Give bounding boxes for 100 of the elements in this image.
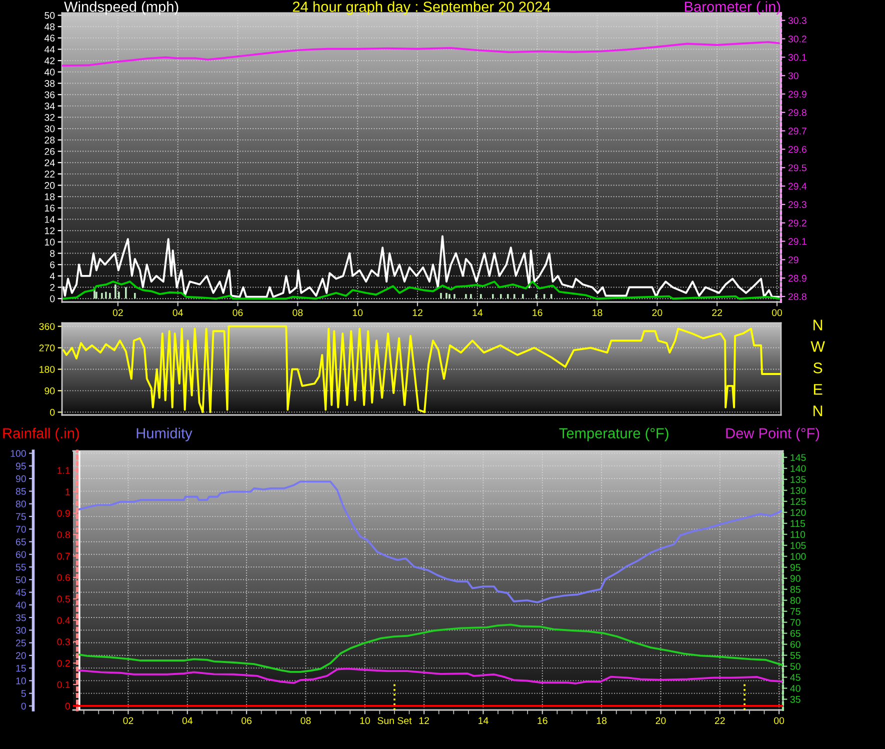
y-tick-label: 16 bbox=[44, 204, 55, 212]
series-label: Barometer (.in) bbox=[684, 1, 780, 15]
y-tick-label: 50 bbox=[16, 576, 26, 584]
y2-tick-label: 45 bbox=[790, 674, 800, 681]
y2-tick-label: 30.3 bbox=[788, 17, 806, 24]
y-tick-label: 65 bbox=[16, 538, 26, 546]
y-tick-label: 95 bbox=[16, 462, 26, 470]
x-tick-label: 12 bbox=[412, 309, 422, 316]
y-tick-label: 6 bbox=[50, 261, 55, 268]
y-tick-label: 0 bbox=[50, 408, 55, 416]
y3-tick-label: 0.7 bbox=[57, 552, 70, 560]
y-tick-label: 36 bbox=[44, 91, 55, 98]
text: E bbox=[814, 384, 822, 395]
y2-tick-label: 29.3 bbox=[788, 201, 806, 208]
y2-tick-label: 35 bbox=[790, 696, 800, 703]
y2-tick-label: 55 bbox=[790, 652, 800, 659]
y2-tick-label: 140 bbox=[790, 465, 806, 472]
x-tick-label: 20 bbox=[652, 309, 662, 316]
y2-tick-label: 40 bbox=[790, 684, 800, 692]
x-tick-label: 16 bbox=[538, 717, 548, 724]
y2-tick-label: 90 bbox=[790, 575, 800, 582]
y2-tick-label: 29.8 bbox=[788, 109, 806, 116]
text: S bbox=[813, 362, 822, 374]
y-tick-label: 44 bbox=[44, 46, 55, 53]
text: W bbox=[810, 341, 825, 352]
y-tick-label: 50 bbox=[44, 12, 55, 19]
line-series bbox=[76, 624, 783, 673]
y2-tick-label: 85 bbox=[790, 586, 800, 593]
y-tick-label: 75 bbox=[16, 513, 26, 520]
y2-tick-label: 30.1 bbox=[788, 54, 806, 61]
y-tick-label: 42 bbox=[44, 57, 55, 64]
x-tick-label: 20 bbox=[656, 717, 666, 724]
y2-tick-label: 28.9 bbox=[788, 274, 806, 282]
y3-tick-label: 1 bbox=[66, 488, 70, 496]
y2-tick-label: 95 bbox=[790, 564, 800, 571]
y2-tick-label: 75 bbox=[790, 608, 800, 615]
y-tick-label: 38 bbox=[44, 80, 55, 87]
y-tick-label: 60 bbox=[16, 551, 26, 558]
text: Windspeed (mph) bbox=[64, 1, 178, 15]
y2-tick-label: 29.7 bbox=[788, 128, 806, 134]
y2-tick-label: 29.6 bbox=[788, 146, 806, 153]
y2-tick-label: 145 bbox=[790, 454, 806, 461]
y2-tick-label: 60 bbox=[790, 640, 800, 648]
y2-tick-label: 120 bbox=[790, 509, 806, 516]
y2-tick-label: 105 bbox=[790, 542, 806, 549]
y2-tick-label: 70 bbox=[790, 619, 800, 626]
y2-tick-label: 29.1 bbox=[788, 238, 806, 245]
y-tick-label: 30 bbox=[44, 125, 55, 132]
x-tick-label: 10 bbox=[360, 717, 370, 724]
y2-tick-label: 110 bbox=[790, 531, 806, 538]
y2-tick-label: 115 bbox=[790, 520, 806, 527]
y-tick-label: 90 bbox=[16, 475, 26, 482]
x-tick-label: 04 bbox=[182, 717, 193, 724]
y-tick-label: 40 bbox=[16, 602, 26, 608]
line-series bbox=[62, 41, 780, 67]
y-tick-label: 12 bbox=[44, 227, 55, 234]
x-tick-label: 14 bbox=[472, 309, 483, 316]
y-tick-label: 24 bbox=[44, 159, 55, 166]
y-tick-label: 100 bbox=[10, 450, 26, 457]
ref-line-label: Sun Set bbox=[378, 717, 412, 724]
y-tick-label: 270 bbox=[39, 344, 55, 352]
y-tick-label: 35 bbox=[16, 614, 26, 622]
text: Dew Point (°F) bbox=[726, 428, 820, 442]
y2-tick-label: 130 bbox=[790, 487, 806, 494]
y2-tick-label: 125 bbox=[790, 498, 806, 505]
x-tick-label: 16 bbox=[532, 309, 542, 316]
x-tick-label: 12 bbox=[419, 717, 429, 724]
x-tick-label: 00 bbox=[774, 717, 784, 724]
y2-tick-label: 28.8 bbox=[788, 293, 806, 300]
y3-tick-label: 0.4 bbox=[57, 616, 70, 624]
y2-tick-label: 65 bbox=[790, 630, 800, 637]
line-series bbox=[76, 480, 783, 604]
y2-tick-label: 30 bbox=[788, 72, 798, 80]
y-tick-label: 80 bbox=[16, 500, 26, 508]
y-tick-label: 22 bbox=[44, 170, 55, 178]
y-tick-label: 26 bbox=[44, 148, 55, 155]
y3-tick-label: 0.8 bbox=[57, 531, 70, 538]
y2-tick-label: 29 bbox=[788, 256, 798, 264]
x-tick-label: 00 bbox=[772, 309, 782, 316]
x-tick-label: 22 bbox=[714, 717, 725, 724]
y-tick-label: 8 bbox=[50, 250, 55, 257]
x-tick-label: 06 bbox=[242, 717, 252, 724]
x-tick-label: 14 bbox=[478, 717, 488, 724]
y-tick-label: 70 bbox=[16, 526, 26, 533]
y-tick-label: 0 bbox=[50, 295, 55, 302]
y3-tick-label: 0.5 bbox=[57, 596, 70, 602]
y-tick-label: 4 bbox=[50, 272, 55, 280]
line-series bbox=[76, 668, 783, 684]
x-tick-label: 04 bbox=[172, 309, 183, 316]
y-tick-label: 0 bbox=[21, 702, 26, 710]
y-tick-label: 15 bbox=[16, 664, 26, 672]
text: Humidity bbox=[136, 428, 192, 442]
y-tick-label: 55 bbox=[16, 564, 26, 571]
x-tick-label: 08 bbox=[292, 309, 303, 316]
y3-tick-label: 1.1 bbox=[58, 467, 70, 474]
text: Temperature (°F) bbox=[559, 428, 668, 442]
y-tick-label: 30 bbox=[16, 626, 26, 634]
y-tick-label: 14 bbox=[44, 216, 55, 223]
x-tick-label: 06 bbox=[232, 309, 243, 316]
y-tick-label: 25 bbox=[16, 640, 26, 646]
